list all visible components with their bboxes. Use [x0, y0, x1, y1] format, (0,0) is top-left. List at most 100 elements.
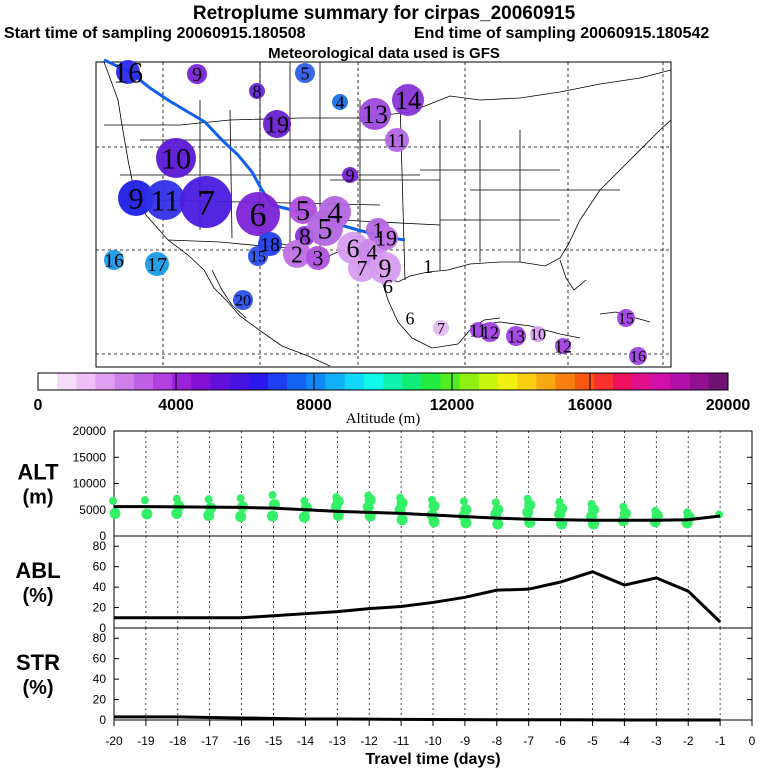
colorbar-swatch	[57, 373, 77, 390]
plume-circle	[116, 60, 140, 84]
colorbar-swatch	[344, 373, 365, 390]
plume-day-label: 9	[192, 64, 202, 86]
plume-day-label: 6	[383, 276, 393, 298]
colorbar-swatch	[268, 373, 288, 390]
colorbar-swatch	[229, 373, 250, 390]
colorbar-swatch	[498, 373, 518, 390]
plume-circle	[530, 326, 546, 342]
plume-day-label: 6	[347, 234, 360, 263]
plume-day-label: 6	[250, 197, 267, 234]
plume-day-label: 8	[299, 224, 311, 250]
plume-day-label: 4	[367, 240, 378, 265]
colorbar-swatch	[363, 373, 384, 390]
plume-circle	[433, 320, 449, 336]
colorbar-swatch	[613, 373, 633, 390]
plume-day-label: 5	[318, 213, 333, 246]
plume-circle	[617, 309, 635, 327]
colorbar-swatch	[38, 373, 58, 390]
plume-circles	[104, 60, 647, 365]
plume-circle	[180, 176, 232, 228]
plume-circle	[392, 84, 424, 116]
plume-day-label: 1	[423, 256, 433, 278]
met-data-text: Meteorological data used is GFS	[268, 45, 500, 62]
colorbar-tick-label: 4000	[158, 397, 194, 414]
plume-circle	[283, 240, 311, 268]
plume-day-label: 4	[328, 197, 343, 230]
colorbar-swatch	[593, 373, 614, 390]
colorbar-swatch	[689, 373, 710, 390]
colorbar-swatch	[555, 373, 575, 390]
plume-circle	[104, 250, 124, 270]
colorbar-swatch	[76, 373, 96, 390]
plume-circle	[374, 226, 398, 250]
colorbar-swatch	[670, 373, 690, 390]
plume-circle	[289, 196, 317, 224]
colorbar-swatch	[248, 373, 269, 390]
plume-day-label: 2	[291, 242, 303, 268]
plume-circle	[249, 83, 265, 99]
colorbar-swatch	[574, 373, 595, 390]
colorbar-swatch	[536, 373, 556, 390]
plume-circle	[307, 210, 343, 246]
plume-circle	[629, 347, 647, 365]
colorbar-swatch	[651, 373, 671, 390]
plume-day-label: 5	[296, 196, 310, 227]
colorbar-swatch	[172, 373, 192, 390]
plume-circle	[342, 167, 358, 183]
colorbar-swatch	[191, 373, 211, 390]
plume-day-label: 14	[395, 86, 421, 115]
plume-day-label: 3	[313, 246, 324, 271]
colorbar-tick-label: 20000	[706, 397, 751, 414]
start-sampling-text: Start time of sampling 20060915.180508	[4, 25, 306, 42]
plume-day-label: 18	[260, 234, 280, 256]
plume-day-label: 9	[379, 254, 392, 283]
plume-day-label: 5	[301, 63, 310, 83]
plume-circle	[187, 64, 207, 84]
end-sampling-text: End time of sampling 20060915.180542	[414, 25, 710, 42]
plume-day-label: 9	[129, 183, 144, 216]
colorbar-tick-label: 8000	[296, 397, 332, 414]
plume-circle	[248, 246, 268, 266]
plume-day-label: 13	[507, 326, 525, 346]
plume-circle	[118, 180, 154, 216]
colorbar-swatch	[95, 373, 115, 390]
colorbar-swatch	[421, 373, 441, 390]
colorbar-swatch	[383, 373, 403, 390]
plume-circle	[263, 110, 291, 138]
plume-day-label: 12	[554, 336, 572, 356]
colorbar-swatch	[478, 373, 499, 390]
plume-circle	[306, 246, 330, 270]
colorbar-swatch	[632, 373, 652, 390]
colorbar-label: Altitude (m)	[346, 411, 421, 427]
plume-day-label: 17	[147, 254, 167, 276]
plume-circle	[480, 322, 500, 342]
plume-day-label: 20	[235, 293, 251, 310]
colorbar-swatch	[517, 373, 537, 390]
plume-day-label: 19	[265, 112, 289, 138]
plume-day-label: 7	[437, 321, 445, 338]
plume-day-label: 11	[387, 130, 406, 152]
plume-circle	[555, 338, 571, 354]
plume-circle	[332, 94, 348, 110]
plume-circle	[236, 192, 280, 236]
colorbar-swatch	[325, 373, 345, 390]
colorbar-swatch	[402, 373, 422, 390]
plume-circle	[369, 252, 401, 284]
plume-day-label: 7	[197, 183, 215, 223]
plume-day-label: 9	[346, 165, 355, 185]
colorbar-swatch	[459, 373, 480, 390]
plume-circle	[385, 128, 409, 152]
altitude-colorbar: 0 4000 8000 12000 16000 20000 Altitude (m)	[34, 372, 751, 427]
plume-day-label: 16	[630, 349, 646, 366]
plume-day-label: 10	[530, 327, 546, 344]
plume-day-label: 4	[336, 92, 345, 112]
colorbar-swatch	[114, 373, 135, 390]
plume-day-label: 7	[357, 256, 368, 281]
colorbar-swatch	[153, 373, 173, 390]
colorbar-swatch	[133, 373, 154, 390]
plume-day-label: 13	[362, 100, 388, 129]
plume-day-label: 11	[151, 185, 180, 218]
plume-day-label: 16	[113, 57, 143, 90]
